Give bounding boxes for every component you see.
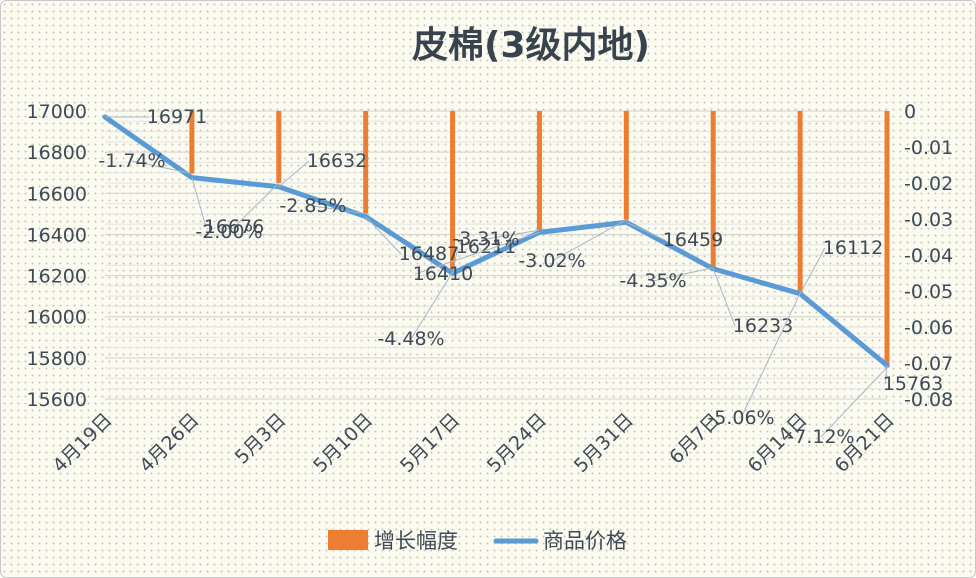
leader-line bbox=[414, 231, 540, 275]
leader-line bbox=[131, 160, 192, 175]
data-label-growth: -4.35% bbox=[619, 270, 686, 292]
legend-label-bar: 增长幅度 bbox=[374, 529, 458, 553]
x-tick-label: 5月31日 bbox=[570, 409, 638, 477]
y-left-tick-label: 15800 bbox=[27, 348, 87, 370]
data-label-price: 16487 bbox=[399, 243, 459, 265]
leader-line bbox=[799, 247, 826, 294]
y-right-tick-label: -0.01 bbox=[904, 137, 953, 159]
data-label-growth: -3.31% bbox=[452, 228, 519, 250]
leader-line bbox=[551, 219, 627, 262]
leader-line bbox=[365, 216, 402, 255]
y-left-tick-label: 16000 bbox=[27, 307, 87, 329]
legend-label-line: 商品价格 bbox=[543, 529, 627, 553]
leader-line bbox=[410, 272, 453, 340]
y-left-tick-label: 16200 bbox=[27, 266, 87, 288]
leader-line bbox=[712, 268, 736, 327]
leader-line bbox=[884, 365, 888, 385]
y-left-tick-label: 16600 bbox=[27, 183, 87, 205]
x-tick-label: 5月24日 bbox=[483, 409, 551, 477]
bar-growth bbox=[623, 111, 629, 220]
data-label-price: 16211 bbox=[456, 236, 516, 258]
leader-line bbox=[626, 221, 666, 241]
leader-line bbox=[740, 292, 801, 419]
data-label-price: 16233 bbox=[733, 315, 793, 337]
x-tick-label: 5月10日 bbox=[309, 409, 377, 477]
y-right-tick-label: -0.07 bbox=[904, 353, 953, 375]
data-label-price: 16632 bbox=[307, 150, 367, 172]
leader-line bbox=[312, 205, 366, 215]
x-tick-label: 5月17日 bbox=[396, 409, 464, 477]
data-label-price: 16112 bbox=[823, 237, 883, 259]
data-label-growth: -3.02% bbox=[518, 250, 585, 272]
bar-growth bbox=[884, 111, 890, 368]
leader-line bbox=[228, 182, 280, 233]
data-label-growth: -5.06% bbox=[707, 407, 774, 429]
y-right-tick-label: -0.08 bbox=[904, 389, 953, 411]
leader-line bbox=[652, 267, 714, 282]
x-tick-label: 4月26日 bbox=[135, 409, 203, 477]
data-label-growth: -4.48% bbox=[377, 328, 444, 350]
data-label-price: 16459 bbox=[663, 229, 723, 251]
data-label-growth: -7.12% bbox=[787, 426, 854, 448]
y-right-tick-label: -0.06 bbox=[904, 317, 953, 339]
bar-growth bbox=[276, 111, 282, 183]
leader-line bbox=[278, 160, 310, 188]
data-label-growth: -2.00% bbox=[195, 221, 262, 243]
bar-growth bbox=[450, 111, 456, 273]
y-right-tick-label: -0.03 bbox=[904, 209, 953, 231]
leader-line bbox=[485, 229, 540, 240]
y-left-tick-label: 16400 bbox=[27, 224, 87, 246]
y-right-tick-label: -0.02 bbox=[904, 173, 953, 195]
bar-growth bbox=[189, 111, 195, 174]
y-left-tick-label: 15600 bbox=[27, 389, 87, 411]
data-label-price: 16971 bbox=[147, 106, 207, 128]
y-right-tick-label: 0 bbox=[904, 101, 916, 123]
data-label-growth: -2.85% bbox=[279, 195, 346, 217]
y-left-tick-label: 16800 bbox=[27, 142, 87, 164]
series-line-price bbox=[102, 114, 890, 368]
bar-growth bbox=[710, 111, 716, 268]
x-tick-label: 4月19日 bbox=[48, 409, 116, 477]
y-right-tick-label: -0.04 bbox=[904, 245, 953, 267]
y-right-tick-label: -0.05 bbox=[904, 281, 953, 303]
leader-line bbox=[191, 177, 207, 228]
bar-growth bbox=[797, 111, 803, 294]
chart-title: 皮棉(3级内地) bbox=[412, 25, 650, 66]
legend-swatch-bar bbox=[328, 530, 368, 550]
data-label-growth: -1.74% bbox=[98, 150, 165, 172]
bar-growth bbox=[363, 111, 369, 214]
leader-line bbox=[820, 366, 888, 438]
x-tick-label: 5月3日 bbox=[231, 409, 291, 469]
y-left-tick-label: 17000 bbox=[27, 101, 87, 123]
data-label-price: 15763 bbox=[883, 373, 943, 395]
data-label-price: 16410 bbox=[413, 263, 473, 285]
bar-growth bbox=[536, 111, 542, 231]
